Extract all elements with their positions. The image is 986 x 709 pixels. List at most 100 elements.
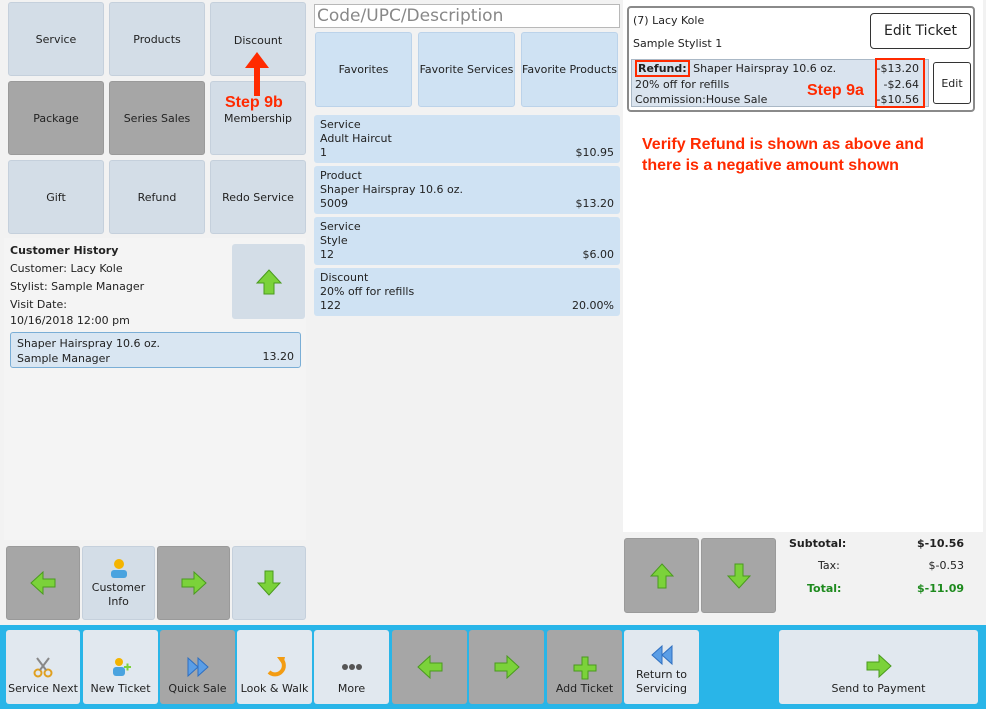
history-entry[interactable]: Shaper Hairspray 10.6 oz. Sample Manager…	[10, 332, 301, 368]
arrow-up-icon	[255, 268, 282, 294]
customer-history-title: Customer History	[10, 244, 119, 257]
ticket-stylist: Sample Stylist 1	[633, 37, 723, 50]
annotation-step-9b: Step 9b	[225, 94, 283, 111]
refund-item-name: Shaper Hairspray 10.6 oz.	[693, 62, 837, 75]
search-input[interactable]: Code/UPC/Description	[314, 4, 620, 28]
ticket-scroll-up-button[interactable]	[624, 538, 699, 613]
arrow-right-icon	[866, 654, 892, 678]
add-ticket-button[interactable]: Add Ticket	[547, 630, 622, 704]
item-amount: 20.00%	[572, 299, 614, 312]
bottom-next-button[interactable]	[469, 630, 544, 704]
quick-sale-button[interactable]: Quick Sale	[160, 630, 235, 704]
list-item[interactable]: Service Adult Haircut 1 $10.95	[314, 115, 620, 163]
item-amount: $13.20	[575, 197, 615, 210]
service-next-button[interactable]: Service Next	[6, 630, 80, 704]
look-walk-button[interactable]: Look & Walk	[237, 630, 312, 704]
customer-name: Customer: Lacy Kole	[10, 262, 123, 275]
list-item[interactable]: Product Shaper Hairspray 10.6 oz. 5009 $…	[314, 166, 620, 214]
arrow-down-icon	[726, 563, 751, 589]
history-entry-amount: 13.20	[262, 350, 295, 363]
ticket-line-box[interactable]	[631, 59, 929, 107]
verify-note: Verify Refund is shown as above and ther…	[642, 134, 924, 176]
quick-sale-label: Quick Sale	[168, 682, 227, 695]
ticket-card[interactable]: (7) Lacy Kole Sample Stylist 1 Edit Tick…	[627, 6, 975, 112]
tile-refund[interactable]: Refund	[109, 160, 205, 234]
item-code: 12	[320, 248, 334, 261]
refund-line-3: Commission:House Sale	[635, 93, 768, 106]
tab-favorites[interactable]: Favorites	[315, 32, 412, 107]
left-down-button[interactable]	[232, 546, 306, 620]
send-to-payment-button[interactable]: Send to Payment	[779, 630, 978, 704]
left-next-button[interactable]	[157, 546, 230, 620]
item-name: Style	[320, 234, 348, 247]
send-to-payment-label: Send to Payment	[831, 682, 926, 695]
verify-note-line2: there is a negative amount shown	[642, 157, 899, 174]
edit-line-button[interactable]: Edit	[933, 62, 971, 104]
customer-history-panel: Customer History Customer: Lacy Kole Sty…	[4, 238, 306, 540]
item-amount: $10.95	[575, 146, 615, 159]
edit-ticket-button[interactable]: Edit Ticket	[870, 13, 971, 49]
refund-amount-2: -$2.64	[883, 78, 919, 91]
visit-date-label: Visit Date:	[10, 298, 67, 311]
annotation-step-9a: Step 9a	[807, 82, 864, 99]
tile-series-sales[interactable]: Series Sales	[109, 81, 205, 155]
list-item[interactable]: Service Style 12 $6.00	[314, 217, 620, 265]
stylist-name: Stylist: Sample Manager	[10, 280, 145, 293]
item-name: 20% off for refills	[320, 285, 415, 298]
refund-line-1: Refund: Shaper Hairspray 10.6 oz.	[635, 60, 837, 77]
new-ticket-label: New Ticket	[90, 682, 151, 695]
left-prev-button[interactable]	[6, 546, 80, 620]
customer-info-label: Customer Info	[91, 581, 146, 608]
subtotal-label: Subtotal:	[789, 537, 847, 550]
list-item[interactable]: Discount 20% off for refills 122 20.00%	[314, 268, 620, 316]
fast-forward-icon	[187, 656, 209, 678]
total-label: Total:	[807, 582, 842, 595]
arrow-right-icon	[181, 571, 207, 595]
service-next-label: Service Next	[8, 682, 78, 695]
refund-amount-1: -$13.20	[876, 62, 919, 75]
more-button[interactable]: More	[314, 630, 389, 704]
tile-discount-label: Discount	[233, 34, 283, 47]
refund-line-2: 20% off for refills	[635, 78, 730, 91]
scroll-up-button[interactable]	[232, 244, 305, 319]
tax-value: $-0.53	[928, 559, 964, 572]
tile-membership[interactable]: Membership	[210, 81, 306, 155]
item-code: 5009	[320, 197, 348, 210]
item-name: Adult Haircut	[320, 132, 392, 145]
new-ticket-icon	[112, 658, 131, 676]
ticket-scroll-down-button[interactable]	[701, 538, 776, 613]
customer-info-button[interactable]: Customer Info	[82, 546, 155, 620]
return-to-servicing-label: Return to Servicing	[635, 668, 688, 695]
tile-service[interactable]: Service	[8, 2, 104, 76]
tile-redo-service[interactable]: Redo Service	[210, 160, 306, 234]
more-dots-icon	[341, 664, 362, 670]
scissors-icon	[33, 657, 53, 678]
annotation-arrow-up-icon	[245, 52, 269, 96]
add-ticket-label: Add Ticket	[555, 682, 614, 695]
tile-package[interactable]: Package	[8, 81, 104, 155]
tile-gift[interactable]: Gift	[8, 160, 104, 234]
visit-date: 10/16/2018 12:00 pm	[10, 314, 130, 327]
total-value: $-11.09	[916, 582, 964, 595]
item-amount: $6.00	[582, 248, 615, 261]
return-arrow-icon	[267, 657, 286, 677]
item-type: Service	[320, 118, 361, 131]
bottom-prev-button[interactable]	[392, 630, 467, 704]
tab-favorite-services[interactable]: Favorite Services	[418, 32, 515, 107]
history-entry-stylist: Sample Manager	[17, 352, 110, 365]
verify-note-line1: Verify Refund is shown as above and	[642, 136, 924, 153]
look-walk-label: Look & Walk	[240, 682, 309, 695]
rewind-icon	[650, 644, 672, 666]
item-name: Shaper Hairspray 10.6 oz.	[320, 183, 464, 196]
amounts-highlight	[875, 58, 925, 108]
item-type: Discount	[320, 271, 369, 284]
refund-label: Refund:	[635, 60, 690, 77]
return-to-servicing-button[interactable]: Return to Servicing	[624, 630, 699, 704]
tile-products[interactable]: Products	[109, 2, 205, 76]
item-code: 122	[320, 299, 341, 312]
tab-favorite-products[interactable]: Favorite Products	[521, 32, 618, 107]
arrow-left-icon	[416, 655, 442, 679]
arrow-up-icon	[649, 562, 674, 588]
arrow-left-icon	[30, 571, 56, 595]
new-ticket-button[interactable]: New Ticket	[83, 630, 158, 704]
